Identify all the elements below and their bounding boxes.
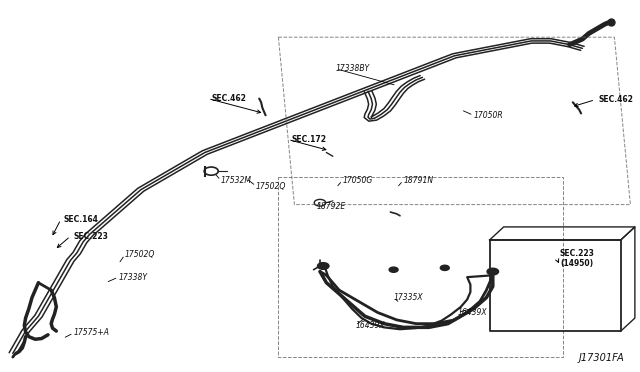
Text: 16439X: 16439X	[355, 321, 385, 330]
Circle shape	[487, 268, 499, 275]
Text: SEC.462: SEC.462	[211, 94, 246, 103]
Text: 17575+A: 17575+A	[74, 328, 109, 337]
Circle shape	[440, 265, 449, 270]
Circle shape	[389, 267, 398, 272]
Text: J17301FA: J17301FA	[579, 353, 624, 363]
Text: 17338BY: 17338BY	[336, 64, 370, 73]
Text: 17050G: 17050G	[342, 176, 372, 185]
Text: 17532M: 17532M	[221, 176, 252, 185]
Text: 16439X: 16439X	[458, 308, 487, 317]
Text: 17338Y: 17338Y	[118, 273, 147, 282]
Text: SEC.164: SEC.164	[64, 215, 99, 224]
Text: 18792E: 18792E	[317, 202, 346, 211]
Text: 17050R: 17050R	[474, 111, 503, 120]
Text: SEC.223
(14950): SEC.223 (14950)	[560, 249, 595, 268]
Text: 18791N: 18791N	[403, 176, 433, 185]
Text: SEC.172: SEC.172	[291, 135, 326, 144]
Text: 17502Q: 17502Q	[125, 250, 155, 259]
Text: 17335X: 17335X	[394, 293, 423, 302]
Text: 17502Q: 17502Q	[256, 182, 286, 190]
Text: SEC.462: SEC.462	[598, 95, 633, 104]
Circle shape	[317, 263, 329, 269]
Text: SEC.223: SEC.223	[74, 232, 108, 241]
